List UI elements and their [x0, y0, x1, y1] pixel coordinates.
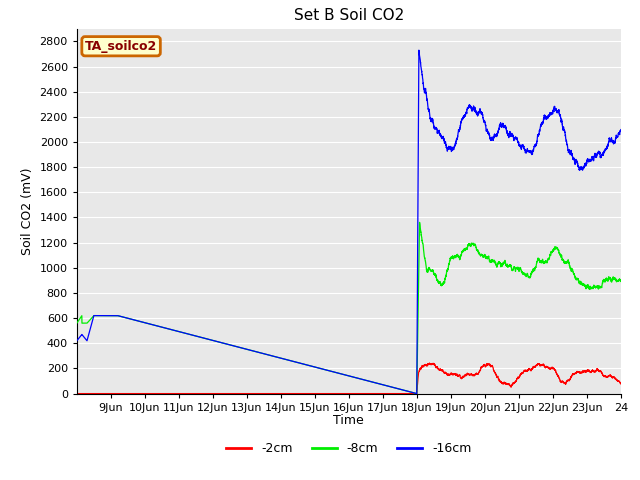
Title: Set B Soil CO2: Set B Soil CO2 — [294, 9, 404, 24]
Y-axis label: Soil CO2 (mV): Soil CO2 (mV) — [21, 168, 34, 255]
Legend: -2cm, -8cm, -16cm: -2cm, -8cm, -16cm — [221, 437, 476, 460]
X-axis label: Time: Time — [333, 414, 364, 427]
Text: TA_soilco2: TA_soilco2 — [85, 40, 157, 53]
